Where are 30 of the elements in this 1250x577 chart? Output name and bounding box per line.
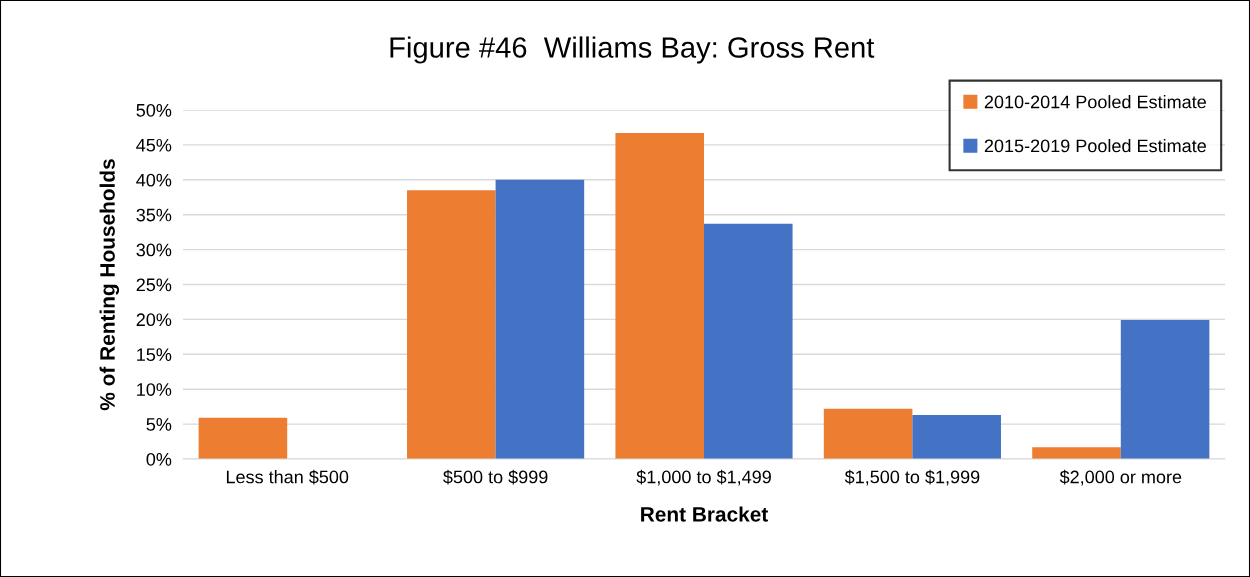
x-tick-label: $500 to $999 <box>443 469 548 485</box>
y-axis-title: % of Renting Households <box>99 159 120 411</box>
y-tick-label: 20% <box>136 313 172 327</box>
bar <box>198 417 288 459</box>
bar <box>912 415 1001 459</box>
y-tick-label: 25% <box>136 278 172 292</box>
y-tick-label: 45% <box>136 138 172 152</box>
y-tick-label: 50% <box>136 103 172 117</box>
bar <box>704 223 793 459</box>
x-tick-label: $1,000 to $1,499 <box>636 469 771 486</box>
x-tick-label: Less than $500 <box>226 469 349 485</box>
bar <box>823 408 913 459</box>
y-tick-label: 30% <box>136 243 172 257</box>
x-tick-label: $1,500 to $1,999 <box>844 469 980 486</box>
y-tick-label: 35% <box>136 208 172 222</box>
y-tick-label: 5% <box>146 418 172 431</box>
y-tick-label: 40% <box>136 173 172 187</box>
y-tick-label: 10% <box>137 383 172 396</box>
x-axis-title: Rent Bracket <box>641 506 769 522</box>
y-tick-label: 15% <box>137 348 172 362</box>
bar <box>615 133 704 459</box>
legend-label: 2015-2019 Pooled Estimate <box>984 139 1206 153</box>
bar <box>1120 320 1210 459</box>
chart-title: Figure #46 Williams Bay: Gross Rent <box>390 36 875 64</box>
bar <box>495 179 585 459</box>
bar <box>1032 447 1121 459</box>
legend-label: 2010-2014 Pooled Estimate <box>984 95 1206 109</box>
x-tick-label: $2,000 or more <box>1059 469 1182 486</box>
y-tick-label: 0% <box>146 452 172 466</box>
bar <box>407 190 496 459</box>
